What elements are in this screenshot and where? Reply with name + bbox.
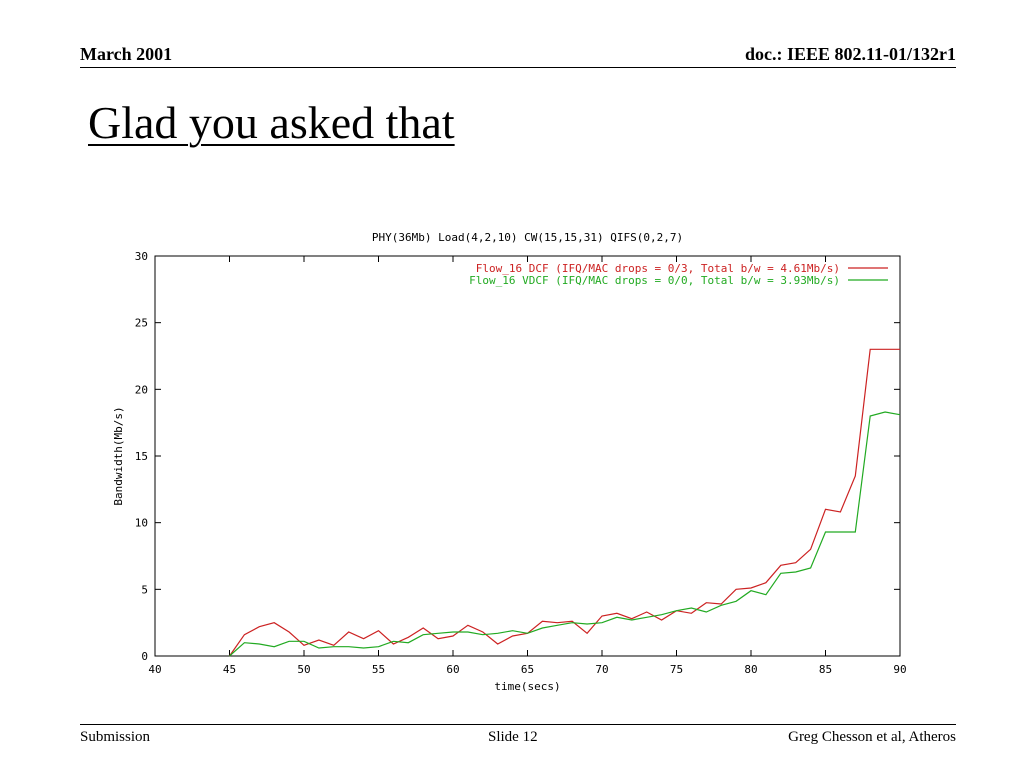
header-divider xyxy=(80,67,956,68)
y-tick-label: 25 xyxy=(135,317,148,330)
series-lines xyxy=(229,348,901,657)
footer-authors: Greg Chesson et al, Atheros xyxy=(788,729,956,745)
slide-title: Glad you asked that xyxy=(88,97,455,148)
y-tick-label: 30 xyxy=(135,250,148,263)
y-axis-label: Bandwidth(Mb/s) xyxy=(112,406,125,505)
legend-label-2: Flow_16 VDCF (IFQ/MAC drops = 0/0, Total… xyxy=(469,274,840,287)
legend-label-1: Flow_16 DCF (IFQ/MAC drops = 0/3, Total … xyxy=(476,262,840,275)
y-tick-label: 15 xyxy=(135,450,148,463)
plot-frame xyxy=(154,255,901,657)
x-tick-label: 90 xyxy=(893,663,906,676)
footer-divider xyxy=(80,724,956,725)
series-line-1 xyxy=(229,348,900,657)
header-date: March 2001 xyxy=(80,44,173,64)
legend: Flow_16 DCF (IFQ/MAC drops = 0/3, Total … xyxy=(469,262,888,287)
x-tick-label: 65 xyxy=(521,663,534,676)
x-tick-label: 55 xyxy=(372,663,385,676)
footer-slide-number: Slide 12 xyxy=(488,729,538,745)
y-tick-label: 5 xyxy=(141,583,148,596)
x-tick-label: 85 xyxy=(819,663,832,676)
chart-title: PHY(36Mb) Load(4,2,10) CW(15,15,31) QIFS… xyxy=(372,231,683,244)
y-tick-label: 20 xyxy=(135,383,148,396)
x-tick-label: 80 xyxy=(744,663,757,676)
x-axis-label: time(secs) xyxy=(494,680,560,693)
header-doc-id: doc.: IEEE 802.11-01/132r1 xyxy=(744,44,956,64)
x-tick-label: 60 xyxy=(446,663,459,676)
x-tick-label: 75 xyxy=(670,663,683,676)
bandwidth-chart: PHY(36Mb) Load(4,2,10) CW(15,15,31) QIFS… xyxy=(112,231,907,693)
footer-submission: Submission xyxy=(80,729,151,745)
y-tick-label: 0 xyxy=(141,650,148,663)
series-line-2 xyxy=(229,411,901,657)
x-tick-label: 70 xyxy=(595,663,608,676)
x-tick-label: 40 xyxy=(148,663,161,676)
x-tick-label: 50 xyxy=(297,663,310,676)
x-tick-label: 45 xyxy=(223,663,236,676)
y-tick-label: 10 xyxy=(135,517,148,530)
axis-ticks: 40 45 50 55 60 65 70 75 80 85 90 0 5 10 15 20 25 30 xyxy=(135,250,907,676)
